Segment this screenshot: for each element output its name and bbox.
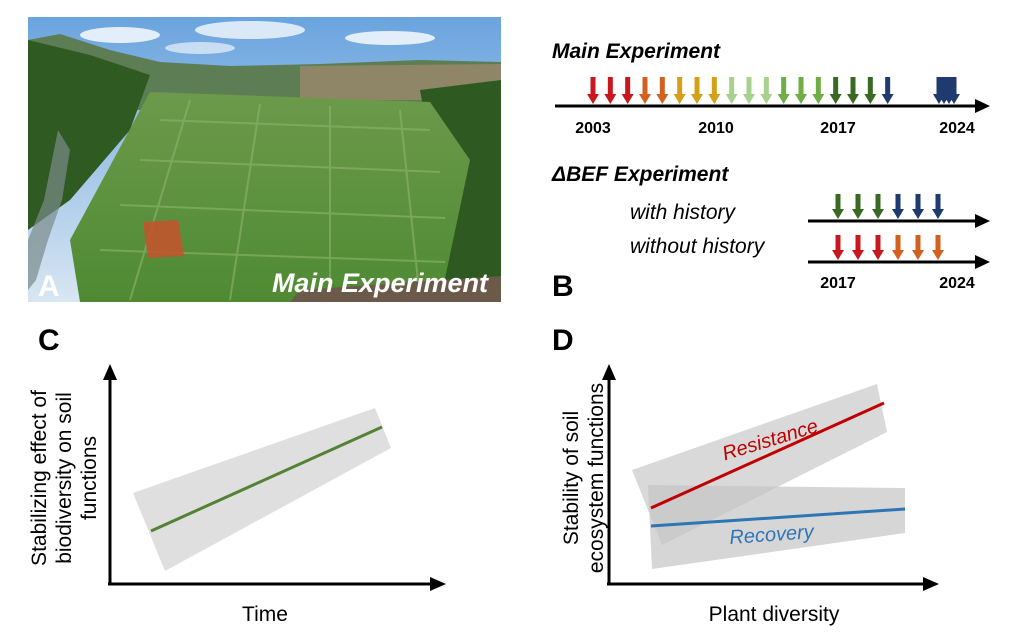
panel-b-letter: B [552,270,574,303]
main-arrow-2010 [708,77,721,104]
main-arrow-2014 [777,77,790,104]
panel-c-xlabel: Time [242,603,288,626]
main-arrow-2005 [621,77,634,104]
with-history-arrows [832,194,944,219]
with-history-arrow-6 [932,194,944,219]
main-tick-2017: 2017 [820,120,856,137]
main-arrow-2018 [847,77,859,104]
main-arrow-2003 [587,77,599,104]
without-history-arrowhead [975,255,990,269]
main-experiment-arrows [587,77,960,104]
panel-c-letter: C [38,324,60,357]
panel-c-ylabel-line1: Stabilizing effect of [28,390,51,566]
panel-d-y-arrowhead [602,364,616,380]
panel-d-xlabel: Plant diversity [709,603,840,626]
main-tick-2024: 2024 [939,120,975,137]
without-history-label: without history [630,235,766,258]
with-history-arrow-1 [832,194,844,219]
main-arrow-2012 [743,77,755,104]
main-arrow-2017 [829,77,842,104]
panel-c-ylabel-line3: functions [78,436,101,520]
main-arrow-2024 [948,77,960,104]
resistance-line [650,401,885,510]
main-arrow-2016 [812,77,825,104]
without-history-arrow-4 [892,235,904,260]
bef-tick-2024: 2024 [939,275,975,292]
panel-c-trend-line [150,425,383,533]
main-experiment-title: Main Experiment [552,40,721,63]
main-arrow-2009 [691,77,703,104]
panel-c-ylabel-line2: biodiversity on soil [53,392,76,564]
panel-c-y-label: Stabilizing effect of biodiversity on so… [28,390,101,566]
main-arrow-2006 [639,77,651,104]
main-arrow-2004 [604,77,617,104]
with-history-arrow-2 [852,194,864,219]
with-history-arrow-3 [872,194,884,219]
main-arrow-2015 [795,77,807,104]
main-tick-2010: 2010 [698,120,734,137]
recovery-confidence-band [648,485,905,569]
panel-c-y-arrowhead [103,364,117,380]
main-tick-2003: 2003 [575,120,611,137]
panel-c-confidence-band [133,408,391,571]
main-timeline-arrowhead [975,99,990,113]
panel-d-letter: D [552,324,574,357]
bef-experiment-title: ΔBEF Experiment [551,163,729,186]
main-arrow-2019 [864,77,877,104]
recovery-line [650,507,906,528]
without-history-arrow-2 [852,235,864,260]
without-history-arrow-1 [832,235,844,260]
main-arrow-2008 [673,77,686,104]
without-history-arrow-3 [872,235,884,260]
bef-tick-2017: 2017 [820,275,856,292]
with-history-arrow-4 [892,194,904,219]
panel-c-x-arrowhead [430,577,446,591]
panel-a-photo [28,17,501,302]
main-arrow-2013 [760,77,773,104]
with-history-label: with history [630,201,737,224]
without-history-arrow-6 [932,235,944,260]
panel-d-ylabel-line1: Stability of soil [560,411,583,545]
main-arrow-2007 [656,77,669,104]
without-history-arrows [832,235,944,260]
main-arrow-2011 [725,77,738,104]
without-history-arrow-5 [912,235,924,260]
with-history-arrowhead [975,214,990,228]
panel-a-letter: A [38,270,60,303]
panel-d-x-arrowhead [923,577,939,591]
panel-a-caption: Main Experiment [272,268,489,298]
with-history-arrow-5 [912,194,924,219]
main-arrow-2020 [881,77,894,104]
panel-d-ylabel-line2: ecosystem functions [585,383,608,573]
panel-d-y-label: Stability of soil ecosystem functions [560,383,608,573]
